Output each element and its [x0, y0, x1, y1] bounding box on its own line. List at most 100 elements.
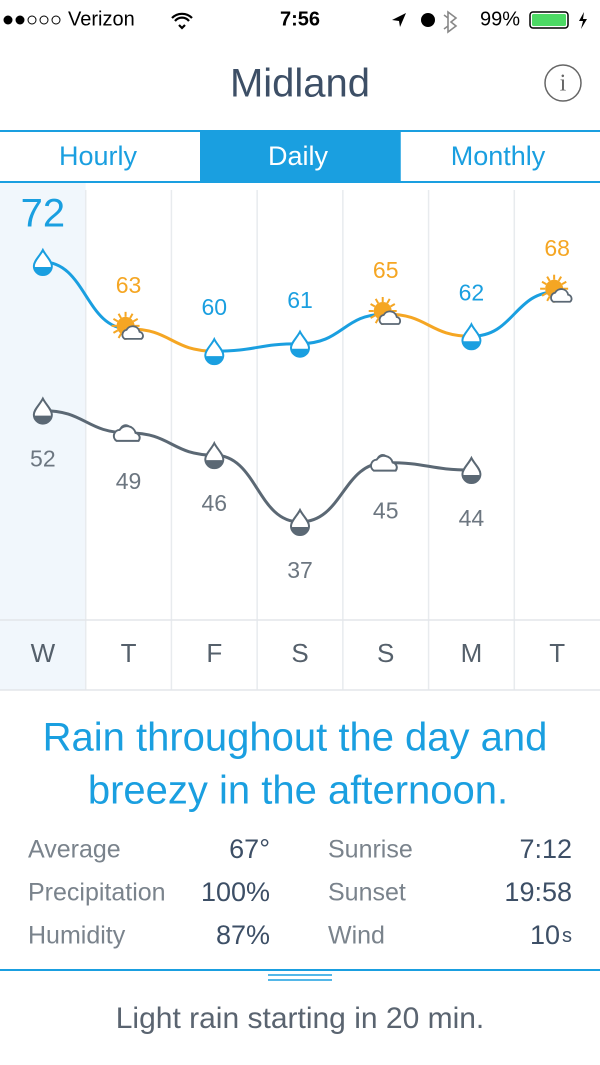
high-line-segment [385, 312, 472, 338]
tab-selected[interactable] [200, 131, 400, 182]
signal [3, 15, 61, 25]
drop-fill [292, 348, 308, 357]
tab-label[interactable]: Monthly [451, 141, 546, 171]
ray [541, 292, 547, 297]
high-line-segment [128, 327, 215, 353]
sun-icon [111, 311, 144, 340]
stat-value: 67° [229, 834, 270, 864]
low-label: 49 [116, 468, 142, 494]
summary-line: breezy in the afternoon. [88, 769, 508, 813]
ray [374, 318, 380, 324]
ray [112, 329, 119, 334]
rain-icon [461, 322, 482, 351]
day-label[interactable]: S [291, 638, 308, 668]
charging-icon [579, 12, 587, 29]
cloud-shade [119, 424, 130, 430]
high-label: 68 [544, 235, 570, 261]
ray [557, 276, 563, 282]
high-line-segment [214, 342, 301, 353]
footer-text: Light rain starting in 20 min. [116, 1002, 485, 1035]
ray [112, 317, 119, 323]
cloud [550, 288, 573, 303]
high-label: 63 [116, 272, 142, 298]
stat-label: Sunrise [328, 836, 413, 864]
day-label[interactable]: M [461, 638, 483, 668]
drop-fill [34, 415, 51, 424]
high-label: 61 [287, 287, 313, 313]
cloud-icon [370, 454, 398, 472]
alarm-icon [421, 13, 435, 27]
sun-icon [368, 297, 401, 325]
day-label[interactable]: T [121, 638, 137, 668]
summary-line: Rain throughout the day and [43, 716, 548, 760]
day-label[interactable]: F [206, 638, 222, 668]
high-label: 62 [459, 279, 485, 305]
info-button[interactable]: i [544, 64, 582, 102]
rain-icon [289, 329, 311, 358]
cloud [370, 454, 398, 472]
battery-text: 99% [480, 8, 520, 30]
clock: 7:56 [280, 8, 320, 30]
rain-icon [32, 396, 53, 425]
rain-icon [32, 247, 53, 276]
sun-icon [540, 274, 573, 303]
high-label: 60 [201, 294, 227, 320]
svg-text:i: i [560, 71, 567, 97]
wifi-icon [171, 12, 193, 30]
drop-fill [206, 356, 223, 365]
cloud [121, 325, 144, 340]
stat-number: 87% [216, 920, 270, 950]
drop-fill [463, 341, 480, 350]
stat-value: 100% [201, 877, 270, 907]
rain-icon [289, 507, 311, 536]
tab-label[interactable]: Hourly [59, 141, 138, 171]
stat-number: 7:12 [519, 834, 572, 864]
high-label: 65 [373, 257, 399, 283]
day-label[interactable]: T [549, 638, 565, 668]
cloud [378, 310, 401, 325]
ray [390, 303, 396, 308]
city-title: Midland [230, 62, 370, 106]
location-icon [392, 13, 406, 27]
day-label[interactable]: S [377, 638, 394, 668]
stat-number: 67° [229, 834, 270, 864]
ray [117, 313, 122, 319]
bluetooth-icon [443, 10, 458, 34]
stat-number: 10 [530, 920, 560, 950]
low-label: 52 [30, 446, 56, 472]
ray [370, 303, 376, 308]
stat-unit: s [562, 925, 572, 947]
stat-value: 7:12 [519, 834, 572, 864]
battery [529, 11, 569, 29]
stat-value: 19:58 [504, 877, 572, 907]
cloud-icon [112, 424, 141, 442]
drop-fill [292, 527, 308, 535]
stat-label: Average [28, 836, 121, 864]
tab-label[interactable]: Daily [268, 141, 329, 171]
ray [546, 276, 551, 282]
ray [386, 298, 391, 304]
low-label: 46 [201, 490, 227, 516]
ray [546, 296, 551, 302]
day-label[interactable]: W [31, 638, 56, 668]
ray [370, 314, 376, 319]
stat-value: 87% [216, 920, 270, 950]
rain-icon [204, 440, 225, 470]
cloud [112, 425, 141, 442]
stat-value: 10 s [530, 920, 572, 950]
cloud-shade [376, 454, 387, 460]
high-line-segment [299, 312, 386, 346]
drawer-handle[interactable] [268, 974, 332, 981]
low-label: 45 [373, 498, 399, 524]
stat-label: Precipitation [28, 879, 166, 907]
ray [374, 298, 380, 304]
stat-label: Sunset [328, 879, 406, 907]
stat-number: 19:58 [504, 877, 572, 907]
low-label: 37 [287, 557, 313, 583]
drop-fill [206, 460, 223, 469]
ray [561, 280, 567, 286]
carrier: Verizon [68, 8, 135, 30]
stat-number: 100% [201, 877, 270, 907]
ray [541, 280, 547, 286]
